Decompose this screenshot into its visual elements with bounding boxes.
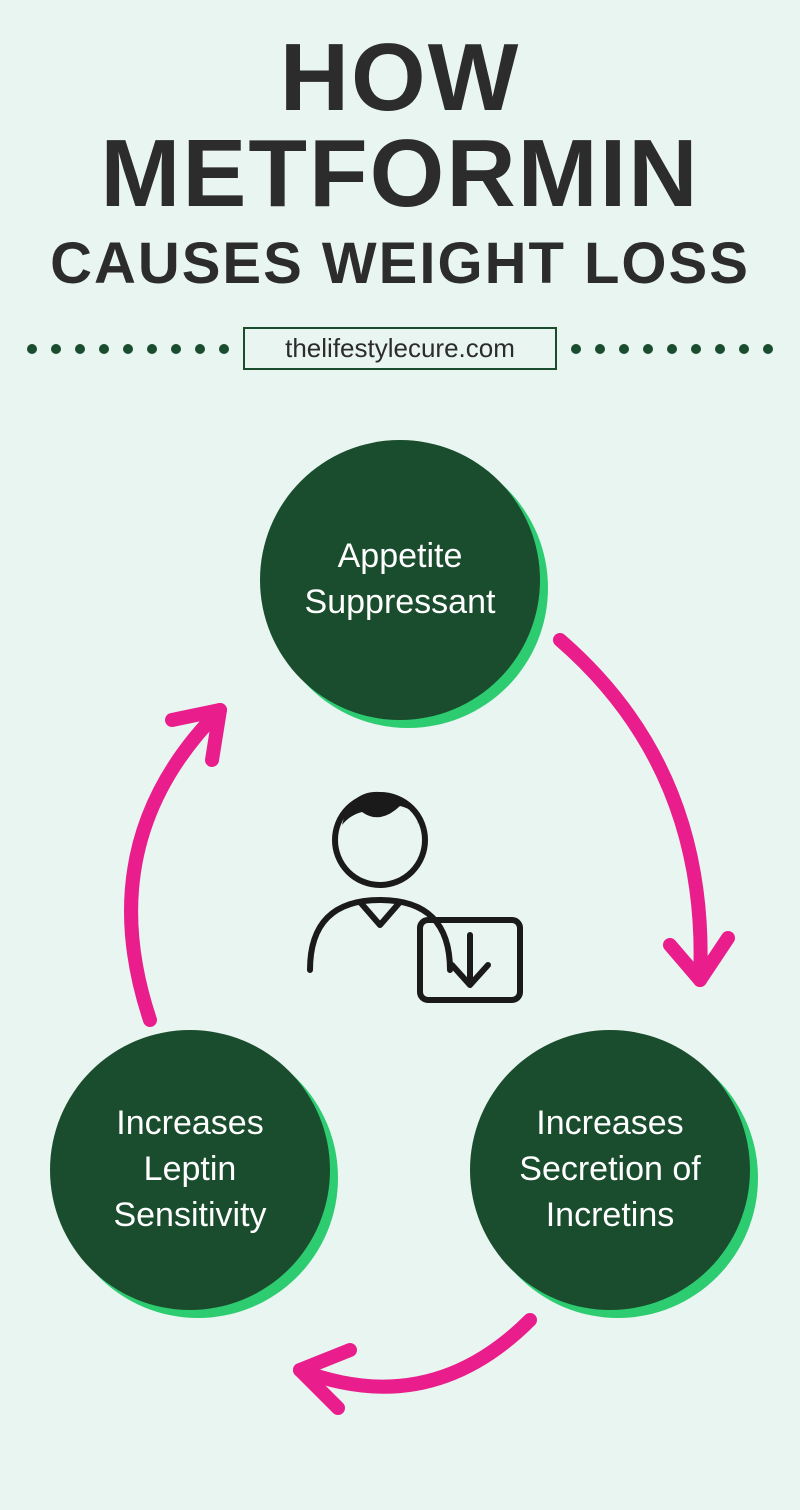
header: HOW METFORMIN CAUSES WEIGHT LOSS thelife… <box>0 0 800 370</box>
website-box: thelifestylecure.com <box>243 327 557 370</box>
person-weight-loss-icon <box>270 770 530 1030</box>
dots-left <box>0 344 243 354</box>
node-label: IncreasesLeptinSensitivity <box>50 1030 330 1310</box>
title-line-2: CAUSES WEIGHT LOSS <box>0 230 800 297</box>
node-increases-leptin: IncreasesLeptinSensitivity <box>50 1030 330 1310</box>
dots-right <box>557 344 800 354</box>
node-increases-incretins: IncreasesSecretion ofIncretins <box>470 1030 750 1310</box>
arrow-top-to-right <box>540 620 760 1040</box>
arrow-right-to-left <box>260 1300 560 1450</box>
node-label: IncreasesSecretion ofIncretins <box>470 1030 750 1310</box>
arrow-left-to-top <box>90 680 290 1040</box>
node-appetite-suppressant: AppetiteSuppressant <box>260 440 540 720</box>
cycle-diagram: AppetiteSuppressant IncreasesSecretion o… <box>0 410 800 1510</box>
divider-row: thelifestylecure.com <box>0 327 800 370</box>
title-line-1: HOW METFORMIN <box>0 30 800 222</box>
node-label: AppetiteSuppressant <box>260 440 540 720</box>
